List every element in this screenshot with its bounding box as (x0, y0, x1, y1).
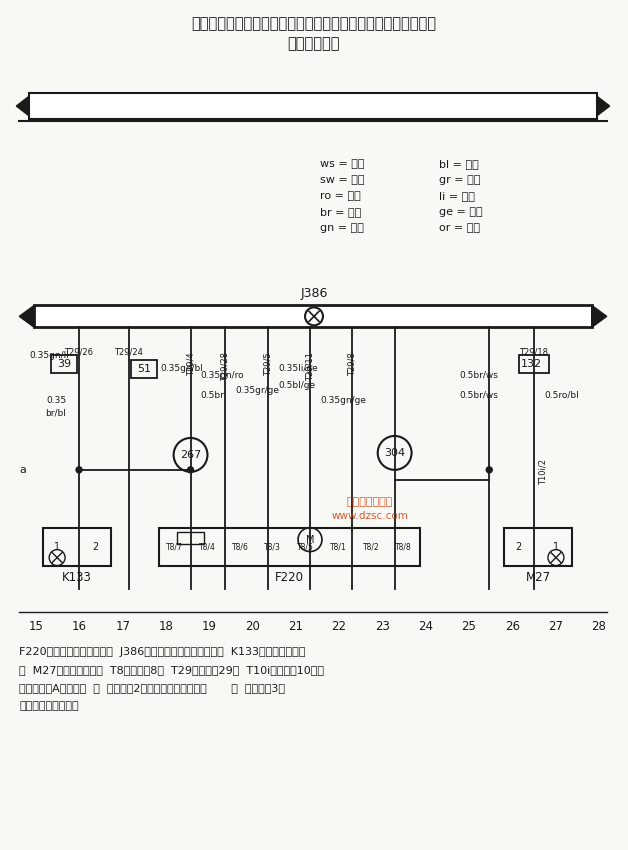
Text: or = 橙色: or = 橙色 (440, 223, 480, 233)
Text: 0.35gn/ro: 0.35gn/ro (200, 371, 244, 380)
Text: F220－中央门锁，驾驶员侧  J386－车门电控单元，驾驶员侧  K133－中央门锁指示: F220－中央门锁，驾驶员侧 J386－车门电控单元，驾驶员侧 K133－中央门… (19, 647, 306, 657)
Text: 0.35gn/li: 0.35gn/li (30, 351, 69, 360)
Text: F220: F220 (274, 571, 303, 584)
Bar (30, 94, 597, 119)
Text: T8/4: T8/4 (199, 542, 216, 551)
Text: T8/1: T8/1 (330, 542, 347, 551)
Text: T29/26: T29/26 (65, 348, 94, 356)
Text: T8/5: T8/5 (297, 542, 314, 551)
Text: www.dzsc.com: www.dzsc.com (332, 511, 408, 521)
Text: 0.35li/ge: 0.35li/ge (278, 364, 318, 372)
Text: T29/18: T29/18 (519, 348, 548, 356)
Text: T29/24: T29/24 (114, 348, 143, 356)
Text: 24: 24 (418, 620, 433, 633)
Text: 25: 25 (462, 620, 477, 633)
Bar (35, 305, 592, 327)
Text: T29/28: T29/28 (221, 352, 230, 382)
Polygon shape (597, 96, 610, 116)
Text: 23: 23 (375, 620, 390, 633)
Text: M27: M27 (526, 571, 551, 584)
Polygon shape (19, 305, 35, 327)
Text: 1: 1 (553, 541, 559, 552)
Text: 39: 39 (57, 360, 71, 369)
Text: T8/7: T8/7 (166, 542, 183, 551)
Text: ws = 白色: ws = 白色 (320, 159, 364, 169)
Text: T8/6: T8/6 (232, 542, 249, 551)
Text: 20: 20 (245, 620, 260, 633)
Text: 304: 304 (384, 448, 405, 458)
Text: T10i/2: T10i/2 (539, 459, 548, 484)
Text: 21: 21 (288, 620, 303, 633)
Text: 维库电子市场网: 维库电子市场网 (347, 496, 393, 507)
Text: 132: 132 (521, 360, 541, 369)
Text: 1: 1 (54, 541, 60, 552)
Text: 0.5br/ws: 0.5br/ws (459, 371, 498, 380)
Text: 0.5br: 0.5br (200, 391, 224, 399)
Text: 0.35: 0.35 (46, 395, 66, 405)
Text: 28: 28 (592, 620, 606, 633)
Text: gr = 灰色: gr = 灰色 (440, 175, 481, 184)
Text: T8/3: T8/3 (264, 542, 281, 551)
Circle shape (188, 467, 193, 473)
Text: T29/8: T29/8 (347, 352, 356, 376)
Text: K133: K133 (62, 571, 92, 584)
Text: 26: 26 (505, 620, 520, 633)
Text: 驾驶员侧车门线束内: 驾驶员侧车门线束内 (19, 701, 79, 711)
Text: 16: 16 (72, 620, 87, 633)
Text: br = 棕色: br = 棕色 (320, 207, 361, 217)
Text: gn = 绿色: gn = 绿色 (320, 223, 364, 233)
Text: 2: 2 (515, 541, 521, 552)
Text: br/bl: br/bl (45, 409, 66, 417)
Bar (504, 528, 572, 565)
Text: ro = 红色: ro = 红色 (320, 190, 360, 201)
Text: 0.5bl/ge: 0.5bl/ge (278, 381, 315, 389)
Bar (43, 528, 111, 565)
Text: ge = 黄色: ge = 黄色 (440, 207, 483, 217)
Circle shape (76, 467, 82, 473)
Text: 0.35gn/ge: 0.35gn/ge (320, 395, 366, 405)
Text: T29/11: T29/11 (305, 352, 315, 381)
Text: 22: 22 (332, 620, 347, 633)
Bar (176, 531, 205, 544)
Bar (159, 528, 420, 565)
Text: 0.5br/ws: 0.5br/ws (459, 391, 498, 399)
Text: bl = 蓝色: bl = 蓝色 (440, 159, 479, 169)
Text: sw = 黑色: sw = 黑色 (320, 175, 364, 184)
Text: 0.5ro/bl: 0.5ro/bl (544, 391, 579, 399)
Text: J386: J386 (300, 287, 328, 300)
Text: 2: 2 (92, 541, 98, 552)
Text: M: M (306, 535, 314, 545)
Text: li = 紫色: li = 紫色 (440, 190, 475, 201)
Bar (519, 355, 549, 373)
Polygon shape (592, 305, 607, 327)
Text: T8/8: T8/8 (395, 542, 412, 551)
Text: 18: 18 (159, 620, 173, 633)
Text: T29/5: T29/5 (264, 352, 273, 376)
Text: 15: 15 (29, 620, 44, 633)
Text: a: a (19, 465, 26, 475)
Text: T29/4: T29/4 (186, 352, 195, 376)
Text: 17: 17 (116, 620, 130, 633)
Text: 19: 19 (202, 620, 217, 633)
Text: 27: 27 (548, 620, 563, 633)
Text: 灯  M27－左车门警告灯  T8－插头，8孔  T29－插头，29孔  T10i－插头，10孔，: 灯 M27－左车门警告灯 T8－插头，8孔 T29－插头，29孔 T10i－插头… (19, 666, 324, 675)
Text: 驾驶员侧车门电控单元、驾驶员侧中央门锁、中央门锁指示灯、: 驾驶员侧车门电控单元、驾驶员侧中央门锁、中央门锁指示灯、 (192, 16, 436, 31)
Bar (131, 360, 157, 378)
Text: T8/2: T8/2 (362, 542, 379, 551)
Text: 黑色，左侧A柱分线器  ㊗  接地连接2，驾驶员侧车门线束内       ㊙  接地连接3，: 黑色，左侧A柱分线器 ㊗ 接地连接2，驾驶员侧车门线束内 ㊙ 接地连接3， (19, 683, 285, 693)
Polygon shape (16, 96, 30, 116)
Circle shape (486, 467, 492, 473)
Text: 0.35gr/ge: 0.35gr/ge (236, 386, 279, 394)
Text: 0.35ge/bl: 0.35ge/bl (161, 364, 203, 372)
Bar (51, 355, 77, 373)
Text: 左车门警告灯: 左车门警告灯 (288, 36, 340, 51)
Text: 267: 267 (180, 450, 201, 460)
Text: 51: 51 (137, 364, 151, 374)
